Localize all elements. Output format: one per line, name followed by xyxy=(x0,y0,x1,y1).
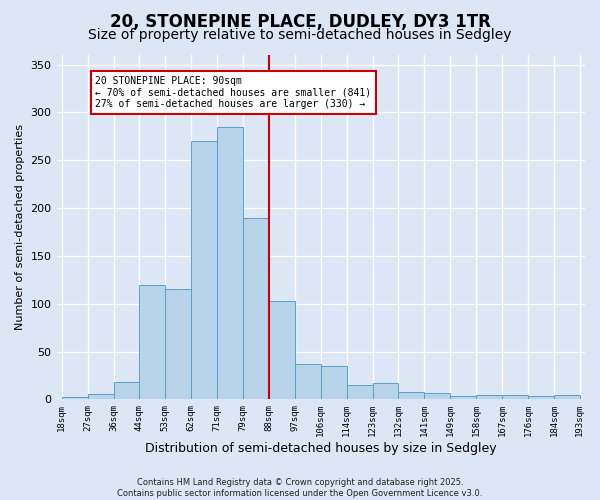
Bar xyxy=(398,392,424,400)
Bar xyxy=(269,301,295,400)
Y-axis label: Number of semi-detached properties: Number of semi-detached properties xyxy=(15,124,25,330)
Text: Size of property relative to semi-detached houses in Sedgley: Size of property relative to semi-detach… xyxy=(88,28,512,42)
Bar xyxy=(62,398,88,400)
Bar xyxy=(321,366,347,400)
Bar xyxy=(476,394,502,400)
Bar xyxy=(243,218,269,400)
Bar xyxy=(424,392,450,400)
Bar xyxy=(217,126,243,400)
Text: 20, STONEPINE PLACE, DUDLEY, DY3 1TR: 20, STONEPINE PLACE, DUDLEY, DY3 1TR xyxy=(110,12,490,30)
Bar xyxy=(347,385,373,400)
Bar xyxy=(554,394,580,400)
X-axis label: Distribution of semi-detached houses by size in Sedgley: Distribution of semi-detached houses by … xyxy=(145,442,497,455)
Bar xyxy=(502,394,528,400)
Bar xyxy=(88,394,113,400)
Bar xyxy=(450,396,476,400)
Text: 20 STONEPINE PLACE: 90sqm
← 70% of semi-detached houses are smaller (841)
27% of: 20 STONEPINE PLACE: 90sqm ← 70% of semi-… xyxy=(95,76,371,109)
Bar xyxy=(191,141,217,400)
Bar xyxy=(166,290,191,400)
Bar xyxy=(139,284,166,400)
Bar xyxy=(113,382,139,400)
Bar xyxy=(528,396,554,400)
Bar xyxy=(295,364,321,400)
Text: Contains HM Land Registry data © Crown copyright and database right 2025.
Contai: Contains HM Land Registry data © Crown c… xyxy=(118,478,482,498)
Bar xyxy=(373,383,398,400)
